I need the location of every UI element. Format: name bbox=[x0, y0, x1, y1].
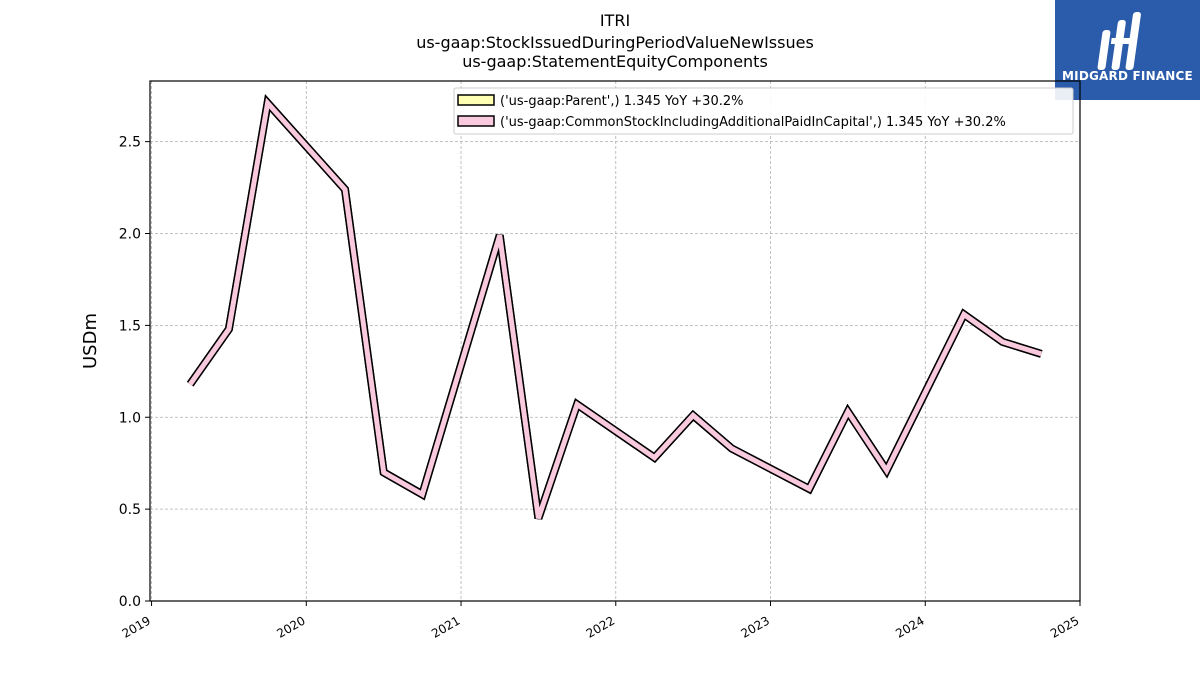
x-tick-label: 2020 bbox=[274, 613, 307, 640]
logo-text: MIDGARD FINANCE bbox=[1062, 69, 1193, 83]
chart-title-line-1: ITRI bbox=[599, 11, 631, 30]
legend-swatch-common-stock bbox=[457, 115, 495, 127]
y-tick-label: 0.5 bbox=[119, 502, 141, 518]
legend-label-common-stock: ('us-gaap:CommonStockIncludingAdditional… bbox=[500, 115, 1006, 130]
grid bbox=[150, 81, 1081, 602]
x-tick-label: 2024 bbox=[893, 613, 926, 640]
chart-title-line-2: us-gaap:StockIssuedDuringPeriodValueNewI… bbox=[416, 33, 814, 52]
y-tick-label: 2.0 bbox=[119, 227, 141, 243]
x-tick-label: 2023 bbox=[739, 613, 772, 640]
plot-frame bbox=[149, 80, 1081, 602]
x-tick-label: 2019 bbox=[120, 613, 153, 640]
x-tick-label: 2021 bbox=[429, 613, 462, 640]
series-layer bbox=[186, 94, 1043, 520]
legend-swatch-parent bbox=[457, 94, 495, 106]
y-tick-label: 0.0 bbox=[119, 594, 141, 610]
axes: 0.0 0.5 1.0 1.5 2.0 2.5 2019 2020 2021 2022 2023 20… bbox=[119, 135, 1082, 641]
midgard-logo-icon bbox=[1097, 12, 1141, 70]
y-tick-label: 1.0 bbox=[119, 410, 141, 426]
y-tick-label: 1.5 bbox=[119, 318, 141, 334]
brand-logo: MIDGARD FINANCE bbox=[1055, 0, 1200, 100]
x-tick-label: 2025 bbox=[1048, 613, 1081, 640]
y-axis-label: USDm bbox=[80, 313, 101, 369]
series-line-1 bbox=[188, 97, 1043, 520]
y-tick-label: 2.5 bbox=[119, 135, 141, 151]
legend-label-parent: ('us-gaap:Parent',) 1.345 YoY +30.2% bbox=[500, 94, 743, 109]
chart-title-line-3: us-gaap:StatementEquityComponents bbox=[462, 52, 768, 71]
legend-frame bbox=[453, 87, 1074, 135]
x-tick-label: 2022 bbox=[584, 613, 617, 640]
legend: ('us-gaap:Parent',) 1.345 YoY +30.2% ('u… bbox=[453, 87, 1074, 135]
